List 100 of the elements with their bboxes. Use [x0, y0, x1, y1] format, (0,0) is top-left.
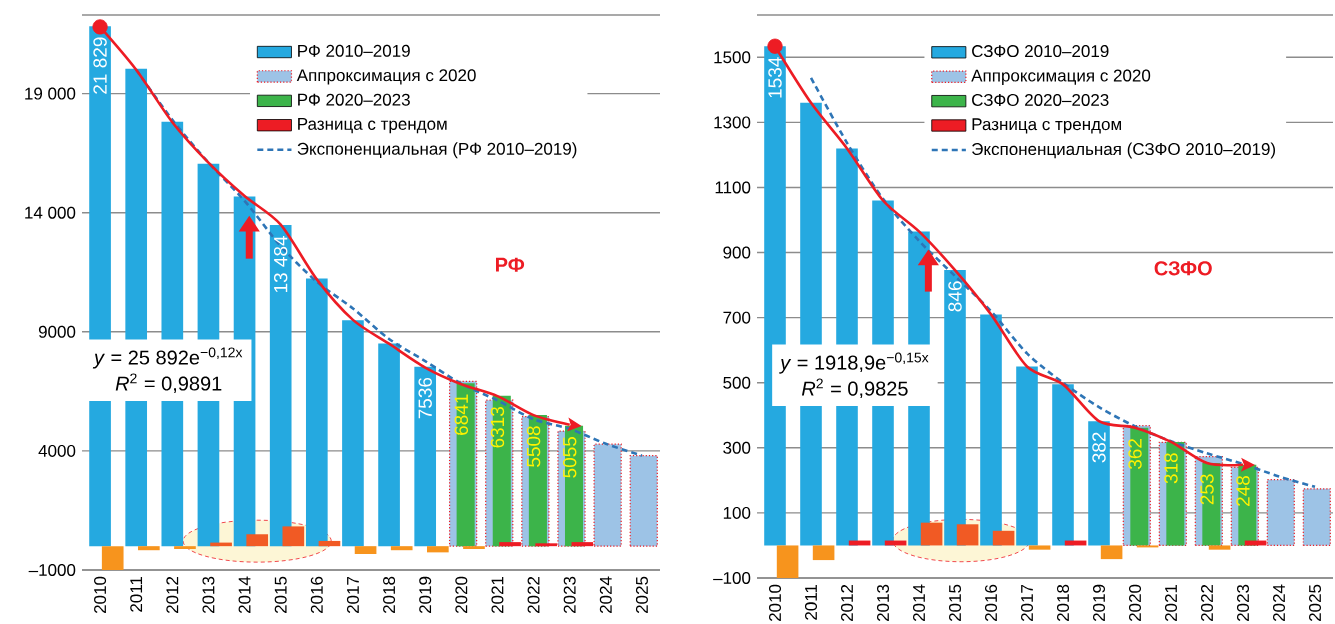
- x-tick-label: 2015: [949, 584, 962, 622]
- x-tick-label: 2017: [346, 576, 359, 614]
- data-label: 13 484: [273, 235, 288, 293]
- bar: [378, 343, 400, 547]
- x-tick-label: 2018: [1057, 584, 1070, 622]
- x-tick-label: 2021: [1165, 584, 1178, 622]
- legend-label: Разница с трендом: [972, 118, 1121, 134]
- y-tick-label: 700: [723, 311, 751, 324]
- legend-label: Разница с трендом: [298, 118, 447, 134]
- x-tick-label: 2014: [238, 576, 251, 614]
- x-tick-label: 2013: [877, 584, 890, 622]
- y-tick-label: 500: [723, 376, 751, 389]
- x-tick-label: 2020: [455, 576, 468, 614]
- bar: [414, 366, 437, 547]
- bar: [980, 314, 1002, 546]
- legend-label: РФ 2010–2019: [298, 44, 410, 57]
- bar: [992, 530, 1015, 546]
- annotation: y = 1918,9e$^{−0,15x}$: [779, 352, 929, 374]
- bar: [305, 278, 328, 547]
- bar: [956, 524, 979, 546]
- x-tick-label: 2010: [769, 584, 782, 622]
- x-tick-label: 2012: [841, 584, 854, 622]
- bar: [137, 546, 160, 551]
- data-label: 6313: [490, 407, 505, 448]
- bar: [390, 546, 413, 551]
- data-label: 846: [948, 281, 962, 312]
- x-tick-label: 2019: [419, 576, 432, 614]
- y-tick-label: 900: [723, 246, 751, 259]
- x-tick-label: 2023: [1237, 584, 1250, 622]
- x-tick-label: 2012: [166, 576, 179, 614]
- bar: [269, 224, 292, 547]
- bar: [1130, 427, 1149, 546]
- bar: [920, 522, 943, 546]
- y-tick-label: 14 000: [25, 206, 76, 219]
- bar: [629, 455, 658, 547]
- bar: [1100, 545, 1123, 560]
- data-label: 1534: [768, 57, 782, 98]
- bar: [1166, 441, 1185, 546]
- data-label: 248: [1236, 475, 1250, 506]
- bar: [463, 546, 485, 550]
- data-label: 253: [1200, 474, 1214, 505]
- x-tick-label: 2019: [1093, 584, 1106, 622]
- bar: [426, 546, 449, 553]
- bar: [1208, 545, 1231, 550]
- bar: [354, 546, 377, 555]
- bar: [282, 526, 305, 547]
- legend-label: Экспоненциальная (РФ 2010–2019): [297, 142, 577, 159]
- y-tick-label: 300: [723, 441, 751, 454]
- x-tick-label: 2023: [563, 576, 576, 614]
- x-tick-label: 2025: [1309, 584, 1322, 622]
- y-tick-label: 19 000: [25, 87, 76, 100]
- x-tick-label: 2022: [1201, 584, 1214, 622]
- bar: [812, 545, 835, 561]
- x-tick-label: 2022: [527, 576, 540, 614]
- bar: [776, 545, 799, 578]
- bar: [1302, 488, 1331, 547]
- y-tick-label: 1100: [715, 181, 751, 194]
- bar: [492, 395, 511, 547]
- y-tick-label: 1300: [714, 116, 751, 129]
- annotation: R$^{2}$ = 0,9825: [801, 378, 908, 399]
- data-label: 7536: [418, 377, 432, 419]
- data-label: 382: [1092, 432, 1106, 463]
- x-tick-label: 2024: [599, 576, 612, 614]
- x-tick-label: 2013: [202, 576, 215, 614]
- x-tick-label: 2011: [805, 584, 818, 620]
- y-tick-label: 9000: [38, 325, 76, 338]
- x-tick-label: 2016: [310, 576, 323, 614]
- legend-label: Аппроксимация с 2020: [296, 69, 476, 85]
- bar: [456, 383, 475, 547]
- bar: [1088, 421, 1110, 546]
- legend-label: Экспоненциальная (СЗФО 2010–2019): [972, 142, 1276, 159]
- bar: [1016, 366, 1038, 546]
- bar: [174, 546, 196, 550]
- legend-label: СЗФО 2010–2019: [972, 45, 1109, 58]
- x-tick-label: 2017: [1021, 584, 1034, 622]
- y-tick-label: 4000: [38, 444, 76, 457]
- x-tick-label: 2014: [913, 584, 926, 622]
- data-label: 318: [1164, 453, 1178, 484]
- x-tick-label: 2024: [1273, 584, 1286, 622]
- bar: [318, 540, 341, 547]
- x-tick-label: 2021: [491, 576, 504, 614]
- bar: [1052, 384, 1074, 546]
- y-tick-label: –100: [713, 571, 751, 584]
- y-tick-label: 100: [723, 506, 751, 519]
- bar: [944, 270, 966, 546]
- annotation: СЗФО: [1154, 261, 1212, 276]
- y-tick-label: 1500: [714, 51, 751, 64]
- x-tick-label: 2010: [94, 576, 107, 614]
- x-tick-label: 2025: [635, 576, 648, 614]
- annotation: R$^{2}$ = 0,9891: [115, 373, 222, 393]
- data-label: 362: [1128, 438, 1142, 470]
- data-label: 5508: [526, 426, 541, 467]
- annotation: РФ: [496, 257, 525, 272]
- y-tick-label: –1000: [28, 563, 76, 576]
- x-tick-label: 2018: [383, 576, 396, 614]
- bar: [342, 320, 364, 547]
- data-label: 5055: [562, 436, 577, 478]
- bar: [246, 534, 269, 547]
- x-tick-label: 2015: [274, 576, 287, 614]
- legend-label: СЗФО 2020–2023: [972, 93, 1109, 106]
